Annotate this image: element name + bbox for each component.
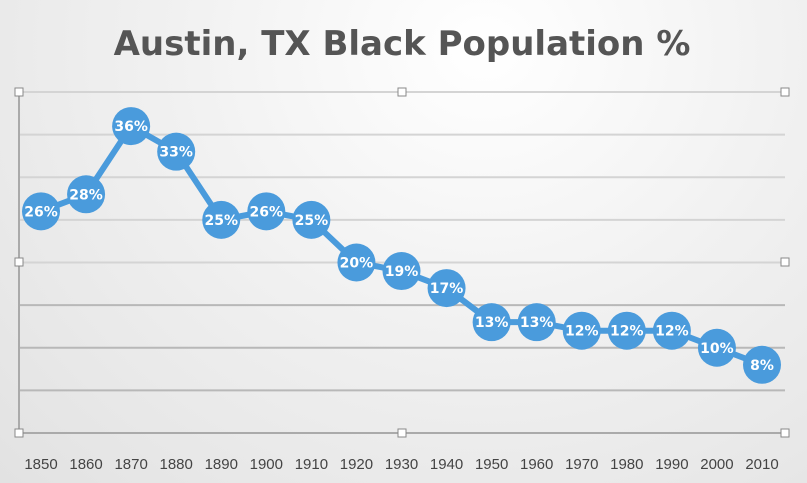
x-tick-label-1990: 1990: [655, 456, 688, 473]
data-point-1980: [607, 311, 646, 350]
data-point-1990: [652, 311, 691, 350]
x-tick-label-1920: 1920: [340, 456, 373, 473]
x-tick-labels: 1850 1860 1870 1880 1890 1900 1910 1920 1930 1940…: [24, 456, 778, 473]
data-point-1960: [517, 303, 556, 342]
x-tick-label-1900: 1900: [250, 456, 283, 473]
data-point-1930: [382, 252, 421, 291]
data-label-1850: 26%: [24, 204, 58, 220]
x-tick-label-1870: 1870: [114, 456, 147, 473]
selection-handles[interactable]: [14, 87, 790, 438]
resize-handle[interactable]: [14, 257, 24, 267]
x-tick-label-1950: 1950: [475, 456, 508, 473]
resize-handle[interactable]: [780, 87, 790, 97]
data-point-1920: [337, 243, 376, 282]
data-label-1860: 28%: [69, 187, 103, 203]
data-point-1950: [472, 303, 511, 342]
data-label-1980: 12%: [610, 324, 644, 340]
data-label-1930: 19%: [385, 264, 419, 280]
data-point-1860: [67, 175, 106, 214]
data-label-1890: 25%: [204, 213, 238, 229]
x-tick-label-1940: 1940: [430, 456, 463, 473]
x-tick-label-1860: 1860: [69, 456, 102, 473]
x-tick-label-1910: 1910: [295, 456, 328, 473]
x-tick-label-1890: 1890: [205, 456, 238, 473]
x-tick-label-1930: 1930: [385, 456, 418, 473]
data-point-2000: [697, 328, 736, 367]
x-tick-label-1880: 1880: [160, 456, 193, 473]
data-point-1850: [22, 192, 60, 231]
data-label-2010: 8%: [750, 358, 774, 374]
data-label-1900: 26%: [250, 204, 284, 220]
data-label-1960: 13%: [520, 315, 554, 331]
data-point-1890: [202, 200, 241, 239]
data-point-1900: [247, 192, 286, 231]
resize-handle[interactable]: [397, 428, 407, 438]
data-point-1870: [112, 107, 151, 146]
resize-handle[interactable]: [780, 428, 790, 438]
data-label-1970: 12%: [565, 324, 599, 340]
data-label-1940: 17%: [430, 281, 464, 297]
data-point-2010: [743, 345, 781, 384]
resize-handle[interactable]: [780, 257, 790, 267]
resize-handle[interactable]: [397, 87, 407, 97]
resize-handle[interactable]: [14, 428, 24, 438]
data-label-1910: 25%: [295, 213, 329, 229]
data-label-1920: 20%: [340, 256, 374, 272]
data-label-1870: 36%: [114, 119, 148, 135]
data-point-1970: [562, 311, 601, 350]
x-tick-label-1960: 1960: [520, 456, 553, 473]
x-tick-label-2000: 2000: [700, 456, 733, 473]
x-tick-label-1970: 1970: [565, 456, 598, 473]
x-tick-label-1850: 1850: [24, 456, 57, 473]
data-label-1880: 33%: [159, 145, 193, 161]
data-point-1910: [292, 200, 331, 239]
data-label-2000: 10%: [700, 341, 734, 357]
x-tick-label-1980: 1980: [610, 456, 643, 473]
data-point-1940: [427, 269, 466, 308]
data-label-1950: 13%: [475, 315, 509, 331]
series-line: 26% 28% 36% 33% 25% 26% 25% 20% 19% 17% 13% 13% 12% 1…: [22, 107, 781, 384]
resize-handle[interactable]: [14, 87, 24, 97]
chart-title: Austin, TX Black Population %: [114, 24, 691, 64]
x-tick-label-2010: 2010: [745, 456, 778, 473]
data-label-1990: 12%: [655, 324, 689, 340]
data-point-1880: [157, 132, 196, 171]
